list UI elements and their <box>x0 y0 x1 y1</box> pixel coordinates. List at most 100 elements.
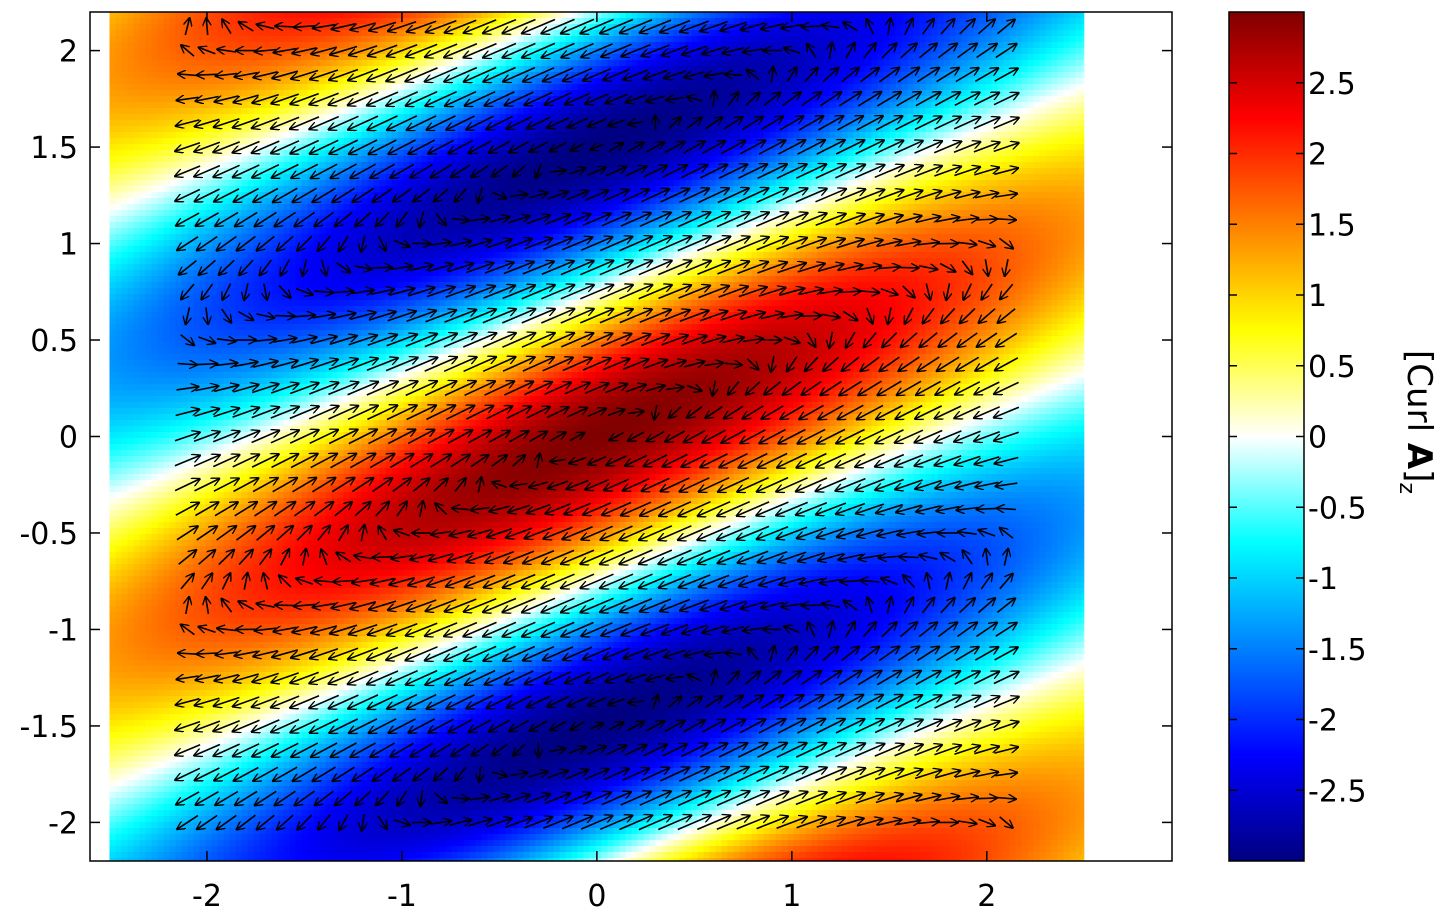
heatmap-cell <box>823 30 831 37</box>
heatmap-cell <box>649 150 657 157</box>
heatmap-cell <box>307 66 315 73</box>
heatmap-cell <box>841 132 849 139</box>
heatmap-cell <box>265 114 273 121</box>
heatmap-cell <box>193 84 201 91</box>
heatmap-cell <box>241 108 249 115</box>
heatmap-cell <box>559 162 567 169</box>
heatmap-cell <box>625 138 633 145</box>
heatmap-cell <box>313 60 321 67</box>
heatmap-cell <box>745 108 753 115</box>
heatmap-cell <box>871 168 879 175</box>
heatmap-cell <box>451 108 459 115</box>
heatmap-cell <box>865 90 873 97</box>
heatmap-cell <box>109 138 117 145</box>
heatmap-cell <box>673 168 681 175</box>
heatmap-cell <box>217 162 225 169</box>
heatmap-cell <box>403 162 411 169</box>
heatmap-cell <box>247 114 255 121</box>
heatmap-cell <box>1081 144 1085 151</box>
heatmap-cell <box>241 102 249 109</box>
heatmap-cell <box>205 12 213 19</box>
heatmap-cell <box>667 156 675 163</box>
heatmap-cell <box>745 96 753 103</box>
heatmap-cell <box>1021 90 1029 97</box>
heatmap-cell <box>127 96 135 103</box>
heatmap-cell <box>421 18 429 25</box>
heatmap-cell <box>469 156 477 163</box>
heatmap-cell <box>415 114 423 121</box>
heatmap-cell <box>571 180 579 187</box>
heatmap-cell <box>889 12 897 19</box>
heatmap-cell <box>427 114 435 121</box>
heatmap-cell <box>757 78 765 85</box>
heatmap-cell <box>619 108 627 115</box>
heatmap-cell <box>571 60 579 67</box>
heatmap-cell <box>145 54 153 61</box>
heatmap-cell <box>679 108 687 115</box>
heatmap-cell <box>883 180 891 187</box>
heatmap-cell <box>319 36 327 43</box>
heatmap-cell <box>937 78 945 85</box>
heatmap-cell <box>205 144 213 151</box>
heatmap-cell <box>877 132 885 139</box>
heatmap-cell <box>829 138 837 145</box>
heatmap-cell <box>865 186 873 193</box>
heatmap-cell <box>685 66 693 73</box>
heatmap-cell <box>457 60 465 67</box>
heatmap-cell <box>961 186 969 193</box>
heatmap-cell <box>157 168 165 175</box>
heatmap-cell <box>823 156 831 163</box>
heatmap-cell <box>769 174 777 181</box>
heatmap-cell <box>253 180 261 187</box>
heatmap-cell <box>1075 132 1083 139</box>
heatmap-cell <box>1057 162 1065 169</box>
heatmap-cell <box>1063 48 1071 55</box>
heatmap-cell <box>595 12 603 19</box>
heatmap-cell <box>667 66 675 73</box>
heatmap-cell <box>223 12 231 19</box>
heatmap-cell <box>169 72 177 79</box>
heatmap-cell <box>973 72 981 79</box>
heatmap-cell <box>145 90 153 97</box>
heatmap-cell <box>355 18 363 25</box>
heatmap-cell <box>307 114 315 121</box>
heatmap-cell <box>361 90 369 97</box>
heatmap-cell <box>1039 120 1047 127</box>
heatmap-cell <box>187 150 195 157</box>
heatmap-cell <box>823 138 831 145</box>
heatmap-cell <box>451 132 459 139</box>
heatmap-cell <box>1027 114 1035 121</box>
heatmap-cell <box>691 186 699 193</box>
heatmap-cell <box>409 180 417 187</box>
heatmap-cell <box>607 48 615 55</box>
heatmap-cell <box>163 174 171 181</box>
heatmap-cell <box>427 18 435 25</box>
heatmap-cell <box>1021 108 1029 115</box>
heatmap-cell <box>487 186 495 193</box>
heatmap-cell <box>637 126 645 133</box>
heatmap-cell <box>229 132 237 139</box>
heatmap-cell <box>727 150 735 157</box>
heatmap-cell <box>877 174 885 181</box>
heatmap-cell <box>787 30 795 37</box>
heatmap-cell <box>769 18 777 25</box>
heatmap-cell <box>679 96 687 103</box>
heatmap-cell <box>175 18 183 25</box>
heatmap-cell <box>205 30 213 37</box>
heatmap-cell <box>733 162 741 169</box>
heatmap-cell <box>553 138 561 145</box>
heatmap-cell <box>265 168 273 175</box>
heatmap-cell <box>397 36 405 43</box>
heatmap-cell <box>547 48 555 55</box>
heatmap-cell <box>217 42 225 49</box>
heatmap-cell <box>205 180 213 187</box>
heatmap-cell <box>493 138 501 145</box>
heatmap-cell <box>337 162 345 169</box>
heatmap-cell <box>193 162 201 169</box>
heatmap-cell <box>493 90 501 97</box>
heatmap-cell <box>835 132 843 139</box>
heatmap-cell <box>223 132 231 139</box>
heatmap-cell <box>997 108 1005 115</box>
heatmap-cell <box>109 126 117 133</box>
heatmap-cell <box>175 138 183 145</box>
